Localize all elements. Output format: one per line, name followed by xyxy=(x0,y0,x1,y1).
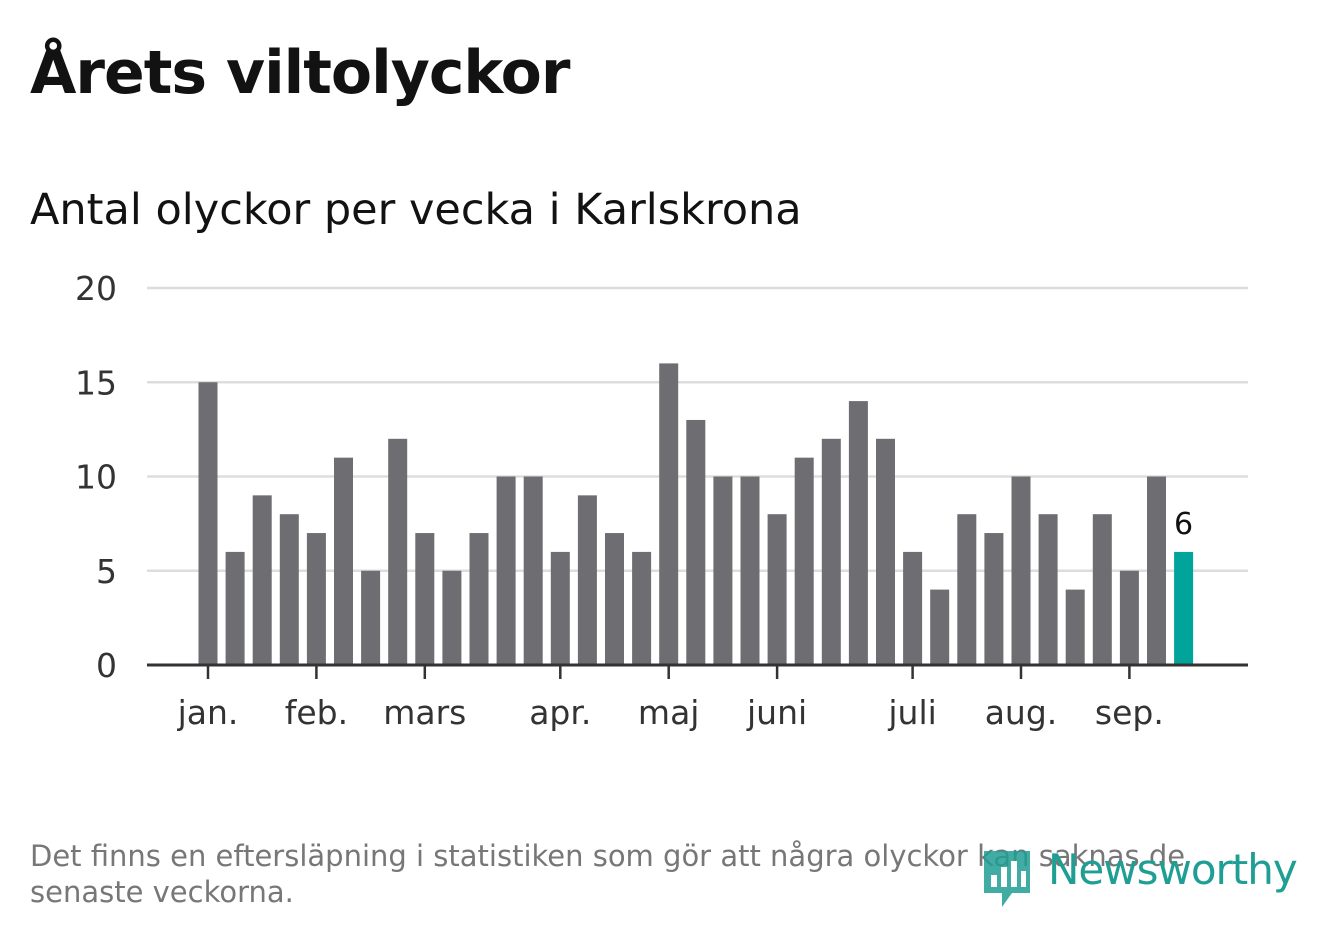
bar xyxy=(876,438,895,665)
bar xyxy=(334,457,353,665)
bar xyxy=(1147,476,1166,665)
bar xyxy=(794,457,814,665)
bar xyxy=(1011,476,1031,665)
bar xyxy=(659,363,679,665)
bar xyxy=(415,533,435,665)
bar xyxy=(279,514,299,665)
y-tick-label: 20 xyxy=(75,269,117,308)
x-tick-label: jan. xyxy=(177,693,239,732)
newsworthy-wordmark: Newsworthy xyxy=(1048,845,1298,894)
bar xyxy=(496,476,516,665)
chart-subtitle: Antal olyckor per vecka i Karlskrona xyxy=(30,185,802,235)
bar xyxy=(984,533,1004,665)
bar xyxy=(577,495,597,665)
x-axis: jan. feb. mars apr. maj juni juli aug. sep. xyxy=(147,663,1248,732)
bar-highlight xyxy=(1174,551,1194,665)
x-tick-label: feb. xyxy=(285,693,348,732)
x-tick-label: mars xyxy=(383,693,466,732)
bar xyxy=(605,533,624,665)
bar xyxy=(821,438,841,665)
bar-chart: 0 5 10 15 20 6 jan. feb. mars apr. maj juni juli au… xyxy=(75,269,1248,732)
y-tick-label: 10 xyxy=(75,458,117,497)
bar xyxy=(1065,589,1085,665)
bar xyxy=(632,551,652,665)
bar xyxy=(388,438,408,665)
y-axis: 0 5 10 15 20 xyxy=(75,269,117,685)
newsworthy-logo: Newsworthy xyxy=(980,843,1300,913)
x-tick-label: maj xyxy=(638,693,700,732)
bar xyxy=(1092,514,1112,665)
chart-title: Årets viltolyckor xyxy=(30,38,570,108)
newsworthy-logo-icon xyxy=(984,851,1030,907)
x-tick-label: sep. xyxy=(1095,693,1164,732)
bar xyxy=(903,551,923,665)
bar xyxy=(1038,514,1058,665)
bar xyxy=(686,419,706,665)
bar xyxy=(957,514,977,665)
bar xyxy=(1119,570,1139,665)
bar-series: 6 xyxy=(198,363,1194,665)
x-tick-label: aug. xyxy=(985,693,1058,732)
bar xyxy=(930,589,950,665)
bar xyxy=(252,495,272,665)
bar xyxy=(740,476,760,665)
data-label: 6 xyxy=(1174,507,1193,542)
x-tick-label: juni xyxy=(746,693,807,732)
bar xyxy=(767,514,787,665)
bar xyxy=(198,382,218,665)
bar xyxy=(523,476,543,665)
x-tick-label: apr. xyxy=(529,693,591,732)
y-tick-label: 15 xyxy=(75,363,117,402)
y-tick-label: 5 xyxy=(96,552,117,591)
bar xyxy=(442,570,462,665)
bar xyxy=(848,401,868,665)
bar xyxy=(713,476,733,665)
bar xyxy=(550,551,570,665)
bar xyxy=(225,551,245,665)
y-tick-label: 0 xyxy=(96,646,117,685)
bar xyxy=(469,533,489,665)
bar xyxy=(361,570,381,665)
x-tick-label: juli xyxy=(887,693,936,732)
bar xyxy=(306,533,326,665)
